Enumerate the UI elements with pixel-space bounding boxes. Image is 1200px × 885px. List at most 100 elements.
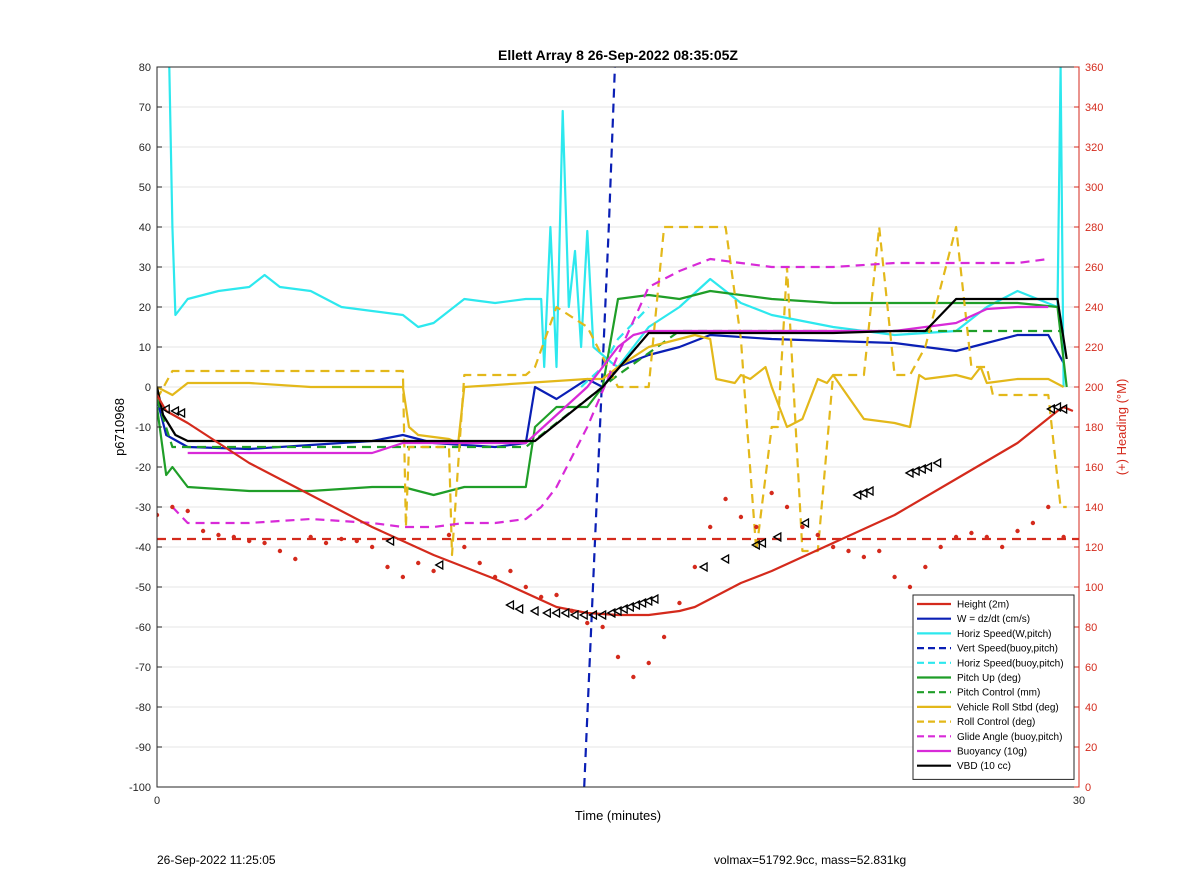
- legend-label: Horiz Speed(W,pitch): [957, 629, 1051, 640]
- triangle-marker: [750, 539, 760, 551]
- legend: Height (2m) W = dz/dt (cm/s) Horiz Speed(W…: [912, 594, 1075, 780]
- triangle-marker: [176, 407, 186, 419]
- triangle-marker: [910, 465, 920, 477]
- heading-point: [400, 574, 406, 580]
- triangle-marker: [772, 531, 782, 543]
- heading-point: [615, 654, 621, 660]
- triangle-marker: [858, 487, 868, 499]
- y2-tick-label: 20: [1085, 742, 1097, 754]
- triangle-marker: [1058, 403, 1068, 415]
- heading-point: [907, 584, 913, 590]
- heading-point: [631, 674, 636, 680]
- y-tick-label: -50: [135, 582, 151, 594]
- heading-point: [784, 504, 790, 510]
- heading-point: [984, 534, 989, 540]
- y2-tick-label: 140: [1085, 502, 1103, 514]
- triangle-marker: [569, 609, 579, 621]
- triangle-marker: [757, 537, 767, 549]
- legend-label: Horiz Speed(buoy,pitch): [957, 658, 1064, 669]
- heading-point: [293, 556, 298, 562]
- triangle-marker: [631, 599, 641, 611]
- triangle-marker: [606, 607, 616, 619]
- triangle-marker: [612, 605, 622, 617]
- triangle-marker: [637, 597, 647, 609]
- y2-tick-label: 260: [1085, 262, 1103, 274]
- series-layer: [157, 67, 1079, 787]
- triangle-marker: [588, 609, 598, 621]
- legend-label: VBD (10 cc): [957, 761, 1011, 772]
- heading-point: [846, 548, 851, 554]
- y2-tick-label: 60: [1085, 662, 1097, 674]
- y2-tick-label: 180: [1085, 422, 1103, 434]
- legend-label: W = dz/dt (cm/s): [957, 614, 1030, 625]
- heading-point: [677, 600, 682, 606]
- heading-point: [877, 548, 882, 554]
- right-y-axis-label: (+) Heading (°M): [1114, 379, 1129, 476]
- y2-tick-label: 100: [1085, 582, 1103, 594]
- heading-point: [723, 496, 728, 502]
- triangle-marker: [170, 405, 180, 417]
- y-tick-label: 70: [139, 102, 151, 114]
- chart-title: Ellett Array 8 26-Sep-2022 08:35:05Z: [498, 47, 738, 63]
- heading-point: [523, 584, 528, 590]
- heading-point: [861, 554, 867, 560]
- y2-tick-label: 240: [1085, 302, 1103, 314]
- heading-point: [1030, 520, 1036, 526]
- heading-point: [308, 534, 313, 540]
- triangle-marker: [643, 595, 653, 607]
- right-y-ticks: 3603403203002802602402202001801601401201…: [1074, 62, 1103, 794]
- triangle-marker: [904, 467, 914, 479]
- triangle-marker: [434, 559, 444, 571]
- triangle-marker: [852, 489, 862, 501]
- heading-point: [600, 624, 605, 630]
- legend-label: Buoyancy (10g): [957, 747, 1027, 758]
- y-tick-label: 80: [139, 62, 151, 74]
- series-horiz-speed-w-pitch: [168, 67, 1065, 388]
- y2-tick-label: 300: [1085, 182, 1103, 194]
- y2-tick-label: 220: [1085, 342, 1103, 354]
- x-tick-label: 0: [154, 795, 160, 807]
- series-vert-speed-buoy-pitch: [583, 67, 616, 787]
- grid-lines: [157, 66, 1079, 788]
- triangle-marker: [551, 607, 561, 619]
- heading-point: [769, 490, 774, 496]
- heading-point: [708, 524, 713, 530]
- y-tick-label: -60: [135, 622, 151, 634]
- y-tick-label: 0: [145, 382, 151, 394]
- heading-point: [416, 560, 421, 566]
- series-roll-control-deg: [157, 225, 1067, 557]
- heading-point: [262, 540, 267, 546]
- series-buoyancy-10g: [187, 305, 1049, 455]
- triangle-marker: [542, 607, 551, 619]
- triangle-marker: [923, 461, 933, 473]
- y-tick-label: 10: [139, 342, 151, 354]
- y-tick-label: 50: [139, 182, 151, 194]
- triangle-marker: [578, 609, 588, 621]
- heading-point: [1061, 534, 1066, 540]
- legend-label: Roll Control (deg): [957, 717, 1035, 728]
- series-glide-angle-buoy-pitch: [171, 257, 1049, 529]
- y2-tick-label: 0: [1085, 782, 1091, 794]
- heading-point: [369, 544, 375, 550]
- y2-tick-label: 360: [1085, 62, 1103, 74]
- heading-point: [892, 574, 897, 580]
- series-height-2m: [157, 394, 1074, 617]
- y2-tick-label: 320: [1085, 142, 1103, 154]
- series-w-dz-dt-cm-s: [157, 333, 1065, 451]
- legend-label: Height (2m): [957, 600, 1009, 611]
- heading-point: [692, 564, 698, 570]
- triangle-marker: [916, 463, 926, 475]
- heading-point: [231, 534, 237, 540]
- y-tick-label: -90: [135, 742, 151, 754]
- y2-tick-label: 340: [1085, 102, 1103, 114]
- heading-point: [738, 514, 744, 520]
- y-tick-label: -10: [135, 422, 151, 434]
- y-tick-label: -80: [135, 702, 151, 714]
- heading-point: [385, 564, 390, 570]
- heading-point: [157, 512, 160, 518]
- heading-point: [538, 594, 544, 600]
- triangle-marker: [385, 535, 395, 547]
- heading-point: [969, 530, 974, 536]
- y-tick-label: -40: [135, 542, 151, 554]
